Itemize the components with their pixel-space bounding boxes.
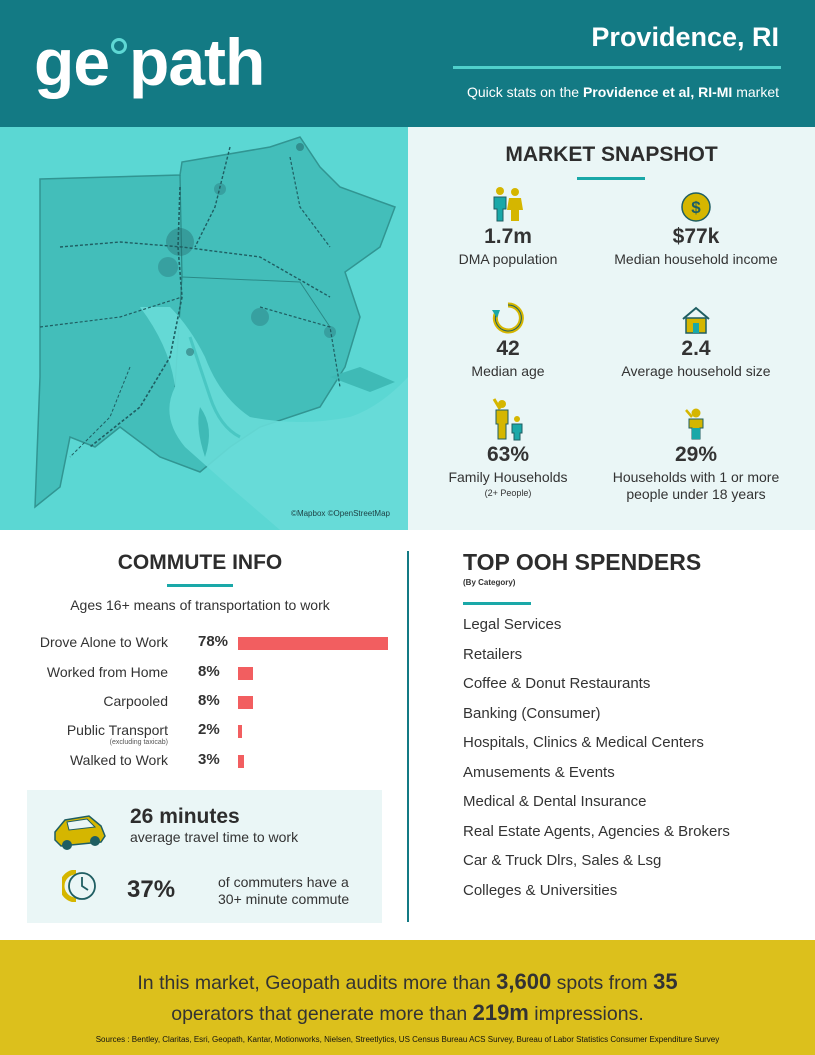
- house-icon: [601, 295, 791, 335]
- family-icon: [413, 183, 603, 223]
- stat-label: Median age: [471, 363, 545, 379]
- list-item: Amusements & Events: [463, 763, 615, 781]
- section-divider: [407, 551, 409, 922]
- ooh-spenders-title: TOP OOH SPENDERS: [463, 549, 702, 575]
- stat-label: DMA population: [458, 251, 558, 267]
- map-attribution: ©Mapbox ©OpenStreetMap: [291, 509, 390, 518]
- list-item: Real Estate Agents, Agencies & Brokers: [463, 822, 730, 840]
- avg-travel-time: 26 minutes: [130, 805, 240, 828]
- commute-label: Worked from Home: [46, 664, 168, 680]
- commute-label: Walked to Work: [69, 752, 168, 768]
- commute-pct: 8%: [198, 663, 220, 680]
- commute-bar: [238, 667, 253, 680]
- spots-count: 3,600: [496, 969, 552, 994]
- ooh-title-underline: [463, 602, 531, 605]
- operators-count: 35: [653, 969, 678, 994]
- market-snapshot-panel: MARKET SNAPSHOT 1.7m DMA population $ $7…: [408, 127, 815, 530]
- ooh-spenders-list: Legal Services Retailers Coffee & Donut …: [463, 616, 730, 911]
- child-icon: [601, 395, 791, 441]
- stat-dma-population: 1.7m DMA population: [413, 183, 603, 268]
- commute-label: Drove Alone to Work: [39, 634, 168, 650]
- logo-ring-icon: [111, 38, 128, 54]
- stat-value: 2.4: [681, 337, 711, 360]
- commute-row-public-transport: Public Transport (excluding taxicab) 2%: [0, 721, 400, 746]
- dollar-coin-icon: $: [601, 183, 791, 223]
- market-map: ©Mapbox ©OpenStreetMap: [0, 127, 408, 530]
- commute-pct: 2%: [198, 721, 220, 738]
- list-item: Retailers: [463, 645, 523, 663]
- stat-median-age: 42 Median age: [413, 295, 603, 380]
- stat-label: Family Households: [448, 469, 568, 485]
- list-item: Banking (Consumer): [463, 704, 601, 722]
- map-graphic: [0, 127, 408, 530]
- commute-bar: [238, 637, 388, 650]
- commute-pct: 78%: [198, 633, 229, 650]
- market-tagline: Quick stats on the Providence et al, RI-…: [466, 84, 779, 100]
- geopath-logo: ge path: [34, 25, 265, 99]
- impressions-count: 219m: [472, 1000, 529, 1025]
- long-commute-label: of commuters have a 30+ minute commute: [218, 874, 350, 907]
- list-item: Car & Truck Dlrs, Sales & Lsg: [463, 852, 662, 869]
- stat-label: Average household size: [621, 363, 771, 379]
- avg-travel-time-label: average travel time to work: [130, 829, 299, 845]
- car-icon: [51, 810, 109, 857]
- commute-pct: 3%: [198, 751, 220, 768]
- commute-bar: [238, 755, 244, 768]
- stat-median-income: $ $77k Median household income: [601, 183, 791, 268]
- footer-banner: In this market, Geopath audits more than…: [0, 940, 815, 1055]
- stat-family-households: 63% Family Households (2+ People): [413, 395, 603, 498]
- list-item: Legal Services: [463, 616, 562, 633]
- commute-row-work-from-home: Worked from Home 8%: [0, 663, 400, 686]
- refresh-cycle-icon: [413, 295, 603, 335]
- commute-bar: [238, 725, 242, 738]
- list-item: Colleges & Universities: [463, 881, 618, 899]
- commute-bar: [238, 696, 253, 709]
- stat-value: 29%: [674, 443, 718, 466]
- commute-row-carpooled: Carpooled 8%: [0, 692, 400, 715]
- stat-sublabel: (2+ People): [484, 488, 532, 498]
- ooh-spenders-subtitle: (By Category): [463, 578, 516, 587]
- list-item: Medical & Dental Insurance: [463, 793, 647, 810]
- header-divider: [453, 66, 781, 69]
- stat-value: $77k: [672, 225, 720, 248]
- commute-title-underline: [167, 584, 233, 587]
- long-commute-pct: 37%: [127, 876, 176, 903]
- list-item: Coffee & Donut Restaurants: [463, 675, 651, 692]
- stat-household-size: 2.4 Average household size: [601, 295, 791, 380]
- stat-value: 42: [496, 337, 520, 360]
- stat-value: 63%: [486, 443, 530, 466]
- commute-row-walked: Walked to Work 3%: [0, 751, 400, 774]
- commute-subtitle: Ages 16+ means of transportation to work: [70, 597, 330, 613]
- commute-label: Public Transport: [66, 722, 168, 738]
- footer-summary: In this market, Geopath audits more than…: [137, 969, 678, 1025]
- commute-note: (excluding taxicab): [109, 739, 168, 746]
- svg-text:$: $: [691, 198, 701, 217]
- commute-title: COMMUTE INFO: [117, 551, 283, 574]
- list-item: Hospitals, Clinics & Medical Centers: [463, 734, 704, 751]
- market-city-title: Providence, RI: [591, 22, 779, 52]
- commute-label: Carpooled: [103, 693, 168, 709]
- footer-sources: Sources : Bentley, Claritas, Esri, Geopa…: [95, 1035, 720, 1044]
- clock-icon: [59, 869, 98, 907]
- commute-pct: 8%: [198, 692, 220, 709]
- commute-row-drove-alone: Drove Alone to Work 78%: [0, 633, 400, 656]
- travel-time-panel: 26 minutes average travel time to work 3…: [27, 790, 382, 923]
- stat-label: Households with 1 or more people under 1…: [612, 469, 780, 502]
- snapshot-title-underline: [577, 177, 645, 180]
- stat-label: Median household income: [614, 251, 778, 267]
- stat-households-with-children: 29% Households with 1 or more people und…: [601, 395, 791, 503]
- header-banner: ge path Providence, RI Quick stats on the…: [0, 0, 815, 127]
- snapshot-title: MARKET SNAPSHOT: [505, 143, 718, 166]
- parent-child-icon: [413, 395, 603, 441]
- stat-value: 1.7m: [484, 225, 532, 248]
